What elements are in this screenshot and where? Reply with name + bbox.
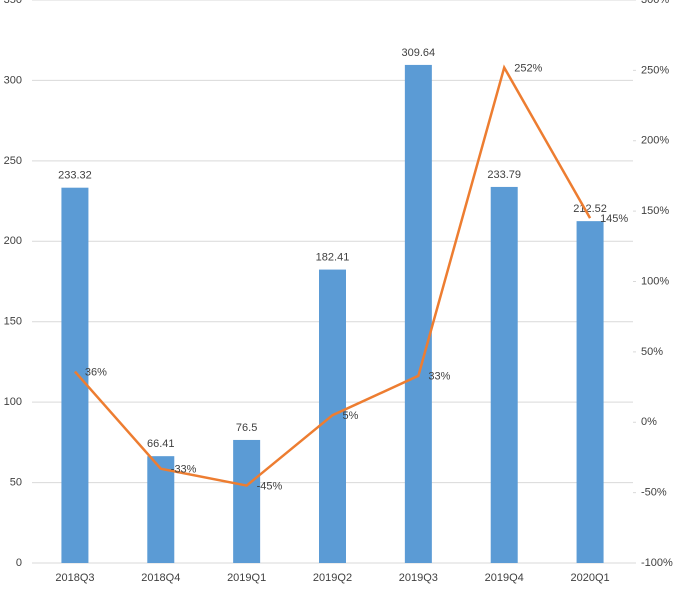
bar-value-label: 76.5 xyxy=(236,422,257,434)
bar-value-label: 309.64 xyxy=(402,47,436,59)
x-tick-label: 2019Q3 xyxy=(399,572,438,584)
line-value-label: 36% xyxy=(85,366,107,378)
bar xyxy=(147,456,175,563)
bar-value-label: 212.52 xyxy=(573,203,607,215)
line xyxy=(73,64,592,487)
y2-tick-label: 200% xyxy=(641,135,669,147)
y2-tick-label: 150% xyxy=(641,205,669,217)
bar xyxy=(490,186,518,564)
bar xyxy=(233,439,261,563)
x-tick-label: 2020Q1 xyxy=(570,572,609,584)
y-tick-label: 350 xyxy=(4,0,22,6)
bar-value-label: 233.32 xyxy=(58,170,92,182)
x-tick-label: 2019Q2 xyxy=(313,572,352,584)
x-tick-label: 2018Q4 xyxy=(141,572,180,584)
x-tick-label: 2018Q3 xyxy=(55,572,94,584)
y2-tick-label: -50% xyxy=(641,487,667,499)
y-tick-label: 300 xyxy=(4,74,22,86)
y2-tick-label: 50% xyxy=(641,346,663,358)
y2-tick-label: 0% xyxy=(641,416,657,428)
line-value-label: 145% xyxy=(600,213,628,225)
x-tick-label: 2019Q4 xyxy=(485,572,524,584)
y-tick-label: 100 xyxy=(4,396,22,408)
line-value-label: 33% xyxy=(428,371,450,383)
y-tick-label: 0 xyxy=(16,557,22,569)
y2-tick-label: 100% xyxy=(641,275,669,287)
bar xyxy=(61,187,89,563)
x-tick-label: 2019Q1 xyxy=(227,572,266,584)
bar xyxy=(404,64,432,564)
line-value-label: -33% xyxy=(171,464,197,476)
line-value-label: 5% xyxy=(343,410,359,422)
y-tick-label: 50 xyxy=(10,476,22,488)
y-tick-label: 200 xyxy=(4,235,22,247)
y-tick-label: 150 xyxy=(4,316,22,328)
bar-value-label: 182.41 xyxy=(316,251,350,263)
bar xyxy=(576,221,604,563)
bar-value-label: 66.41 xyxy=(147,438,175,450)
y-tick-label: 250 xyxy=(4,155,22,167)
bar-value-label: 233.79 xyxy=(487,169,521,181)
y2-tick-label: 250% xyxy=(641,64,669,76)
y2-tick-label: 300% xyxy=(641,0,669,6)
line-value-label: -45% xyxy=(257,480,283,492)
line-value-label: 252% xyxy=(514,62,542,74)
y2-tick-label: -100% xyxy=(641,557,673,569)
